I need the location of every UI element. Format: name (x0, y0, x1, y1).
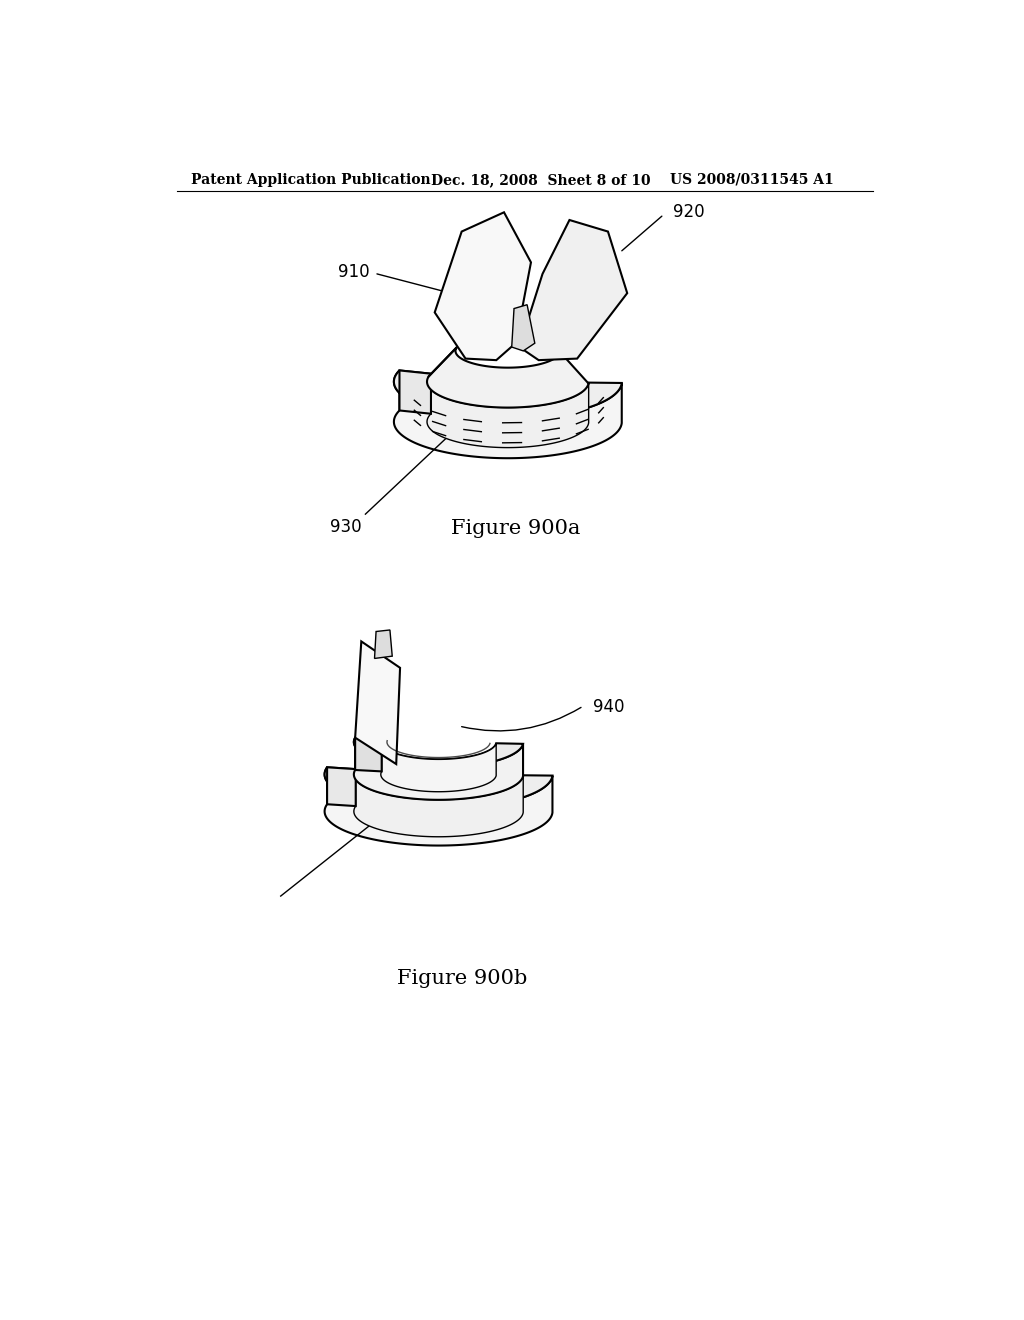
Polygon shape (354, 738, 523, 800)
Polygon shape (355, 642, 400, 764)
Polygon shape (354, 770, 523, 837)
Text: 940: 940 (593, 698, 624, 717)
Polygon shape (427, 374, 589, 447)
Polygon shape (427, 347, 589, 408)
Text: 910: 910 (338, 263, 370, 281)
Polygon shape (399, 371, 431, 413)
Polygon shape (325, 767, 553, 846)
Polygon shape (394, 371, 622, 458)
Polygon shape (394, 371, 622, 418)
Polygon shape (354, 738, 523, 767)
Text: 920: 920 (674, 203, 706, 222)
Text: 930: 930 (330, 517, 361, 536)
Text: US 2008/0311545 A1: US 2008/0311545 A1 (670, 173, 834, 187)
Polygon shape (381, 739, 497, 792)
Text: Dec. 18, 2008  Sheet 8 of 10: Dec. 18, 2008 Sheet 8 of 10 (431, 173, 650, 187)
Polygon shape (325, 767, 553, 809)
Polygon shape (355, 738, 382, 771)
Polygon shape (512, 305, 535, 351)
Text: Patent Application Publication: Patent Application Publication (190, 173, 430, 187)
Polygon shape (519, 220, 628, 360)
Text: Figure 900a: Figure 900a (451, 519, 581, 537)
Polygon shape (435, 213, 531, 360)
Text: Figure 900b: Figure 900b (396, 969, 526, 987)
Polygon shape (327, 767, 355, 807)
Polygon shape (375, 630, 392, 659)
